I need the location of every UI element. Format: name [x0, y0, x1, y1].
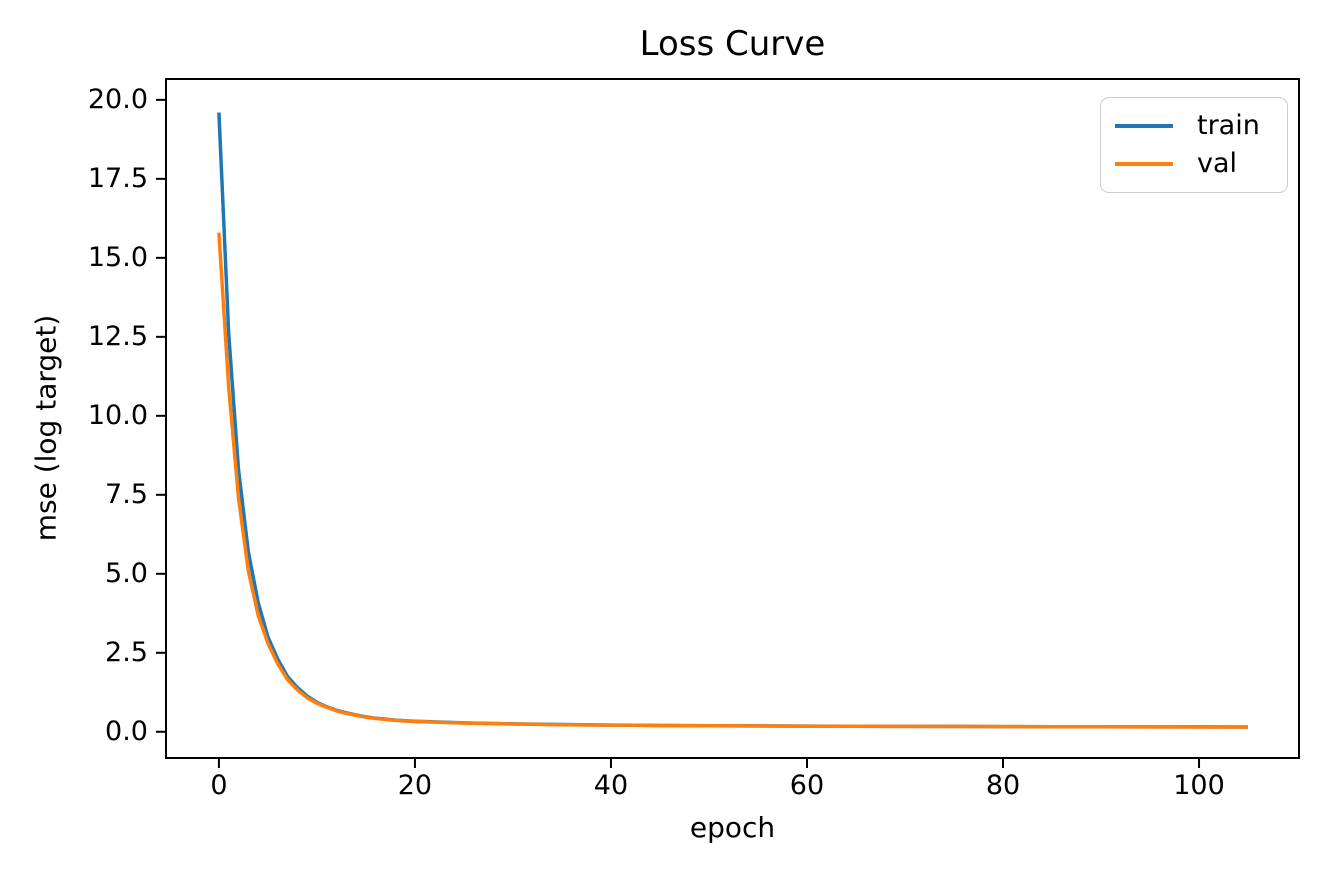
legend: train val	[1100, 97, 1288, 193]
y-tick-label: 0.0	[105, 715, 148, 747]
train-loss-line	[217, 112, 1249, 729]
val-loss-line	[217, 232, 1248, 729]
y-tick-label: 5.0	[105, 557, 148, 589]
legend-label-train: train	[1197, 109, 1260, 141]
y-tick-label: 17.5	[87, 162, 148, 194]
y-tick-label: 20.0	[87, 84, 148, 115]
x-tick-label: 20	[397, 770, 433, 801]
x-tick-label: 0	[210, 770, 228, 801]
y-tick-label: 7.5	[105, 478, 148, 510]
y-tick-label: 2.5	[105, 636, 148, 668]
val-line-swatch	[1115, 162, 1173, 167]
chart-title: Loss Curve	[639, 24, 826, 64]
legend-item-train: train	[1115, 111, 1273, 141]
x-axis-label: epoch	[689, 811, 776, 844]
train-line-swatch	[1115, 123, 1173, 128]
y-tick-label: 10.0	[87, 399, 148, 431]
x-tick-label: 80	[985, 770, 1021, 801]
y-axis-label: mse (log target)	[29, 314, 63, 542]
legend-label-val: val	[1197, 148, 1238, 180]
x-tick-label: 40	[593, 770, 629, 801]
y-tick-label: 15.0	[87, 241, 148, 273]
legend-item-val: val	[1115, 149, 1273, 179]
x-tick-label: 60	[789, 770, 825, 801]
x-tick-label: 100	[1173, 770, 1225, 801]
axes-spines	[165, 78, 1300, 759]
y-tick-label: 12.5	[87, 320, 148, 352]
